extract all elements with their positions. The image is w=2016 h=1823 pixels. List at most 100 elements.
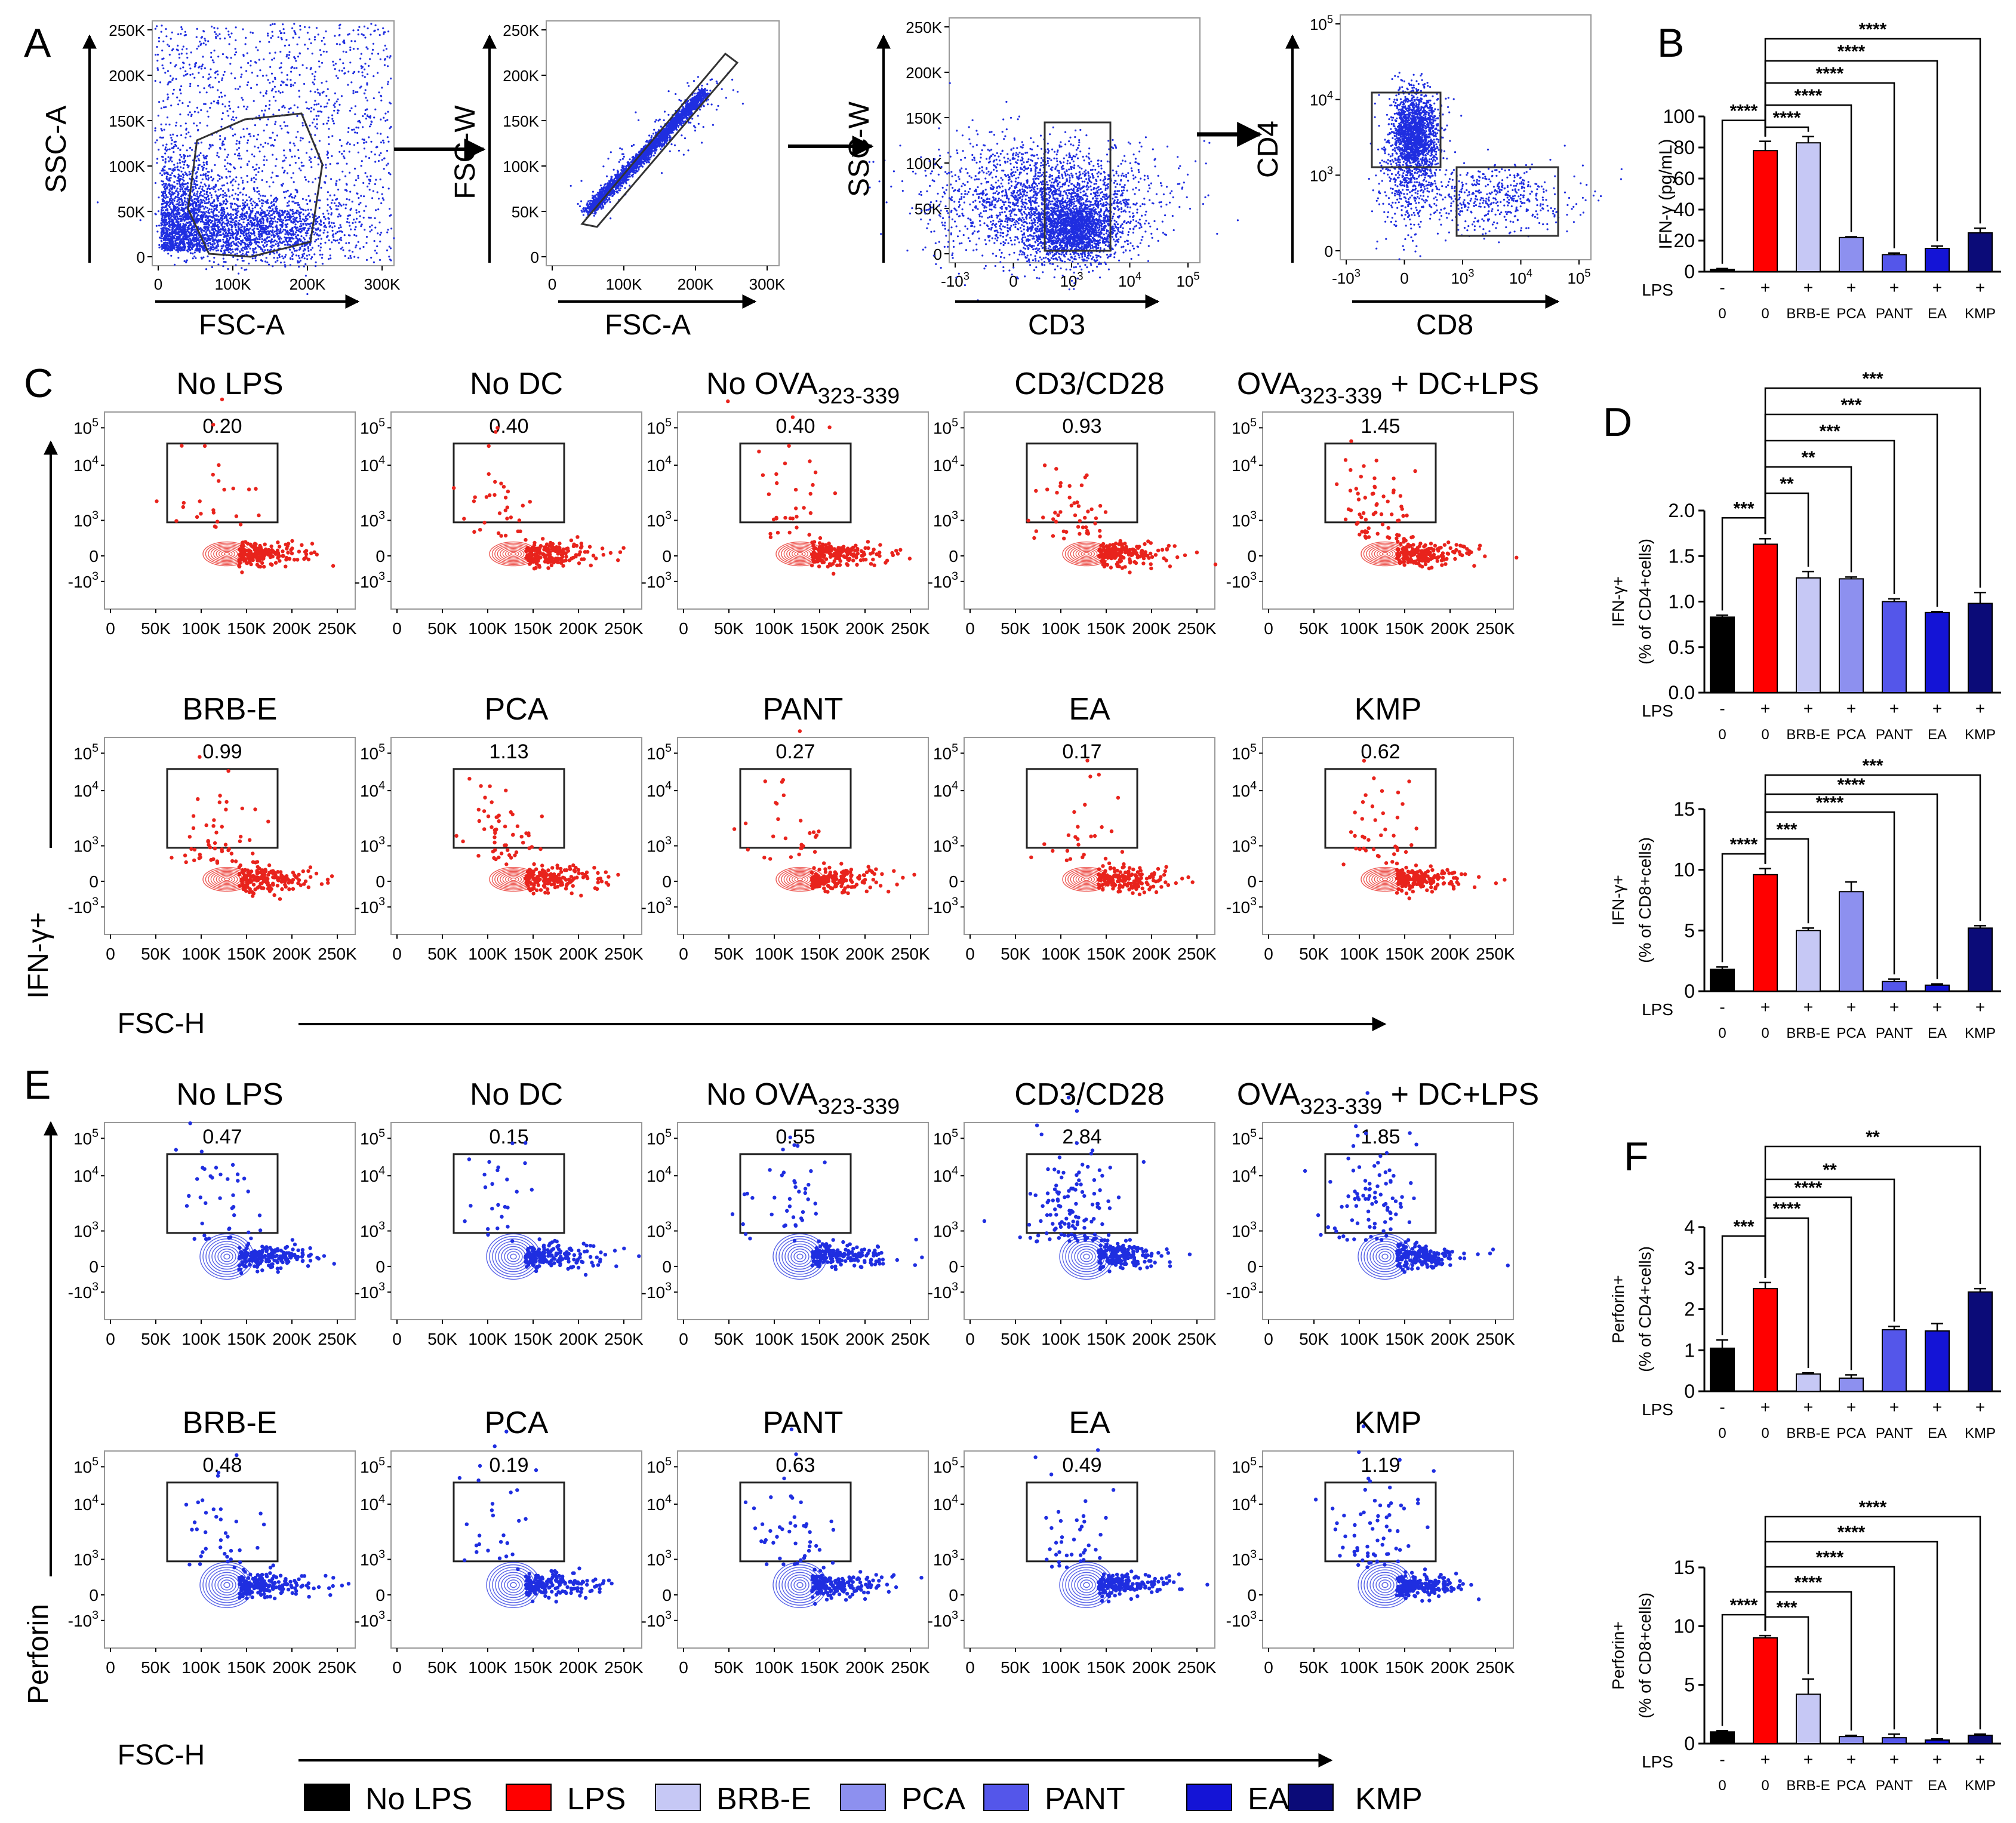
tick-label: 0 (392, 1330, 402, 1348)
tick-label: 100K (215, 275, 251, 293)
gate-box (1324, 1481, 1437, 1563)
panel_c-plot-title: No OVA323-339 (706, 367, 900, 408)
lps-row-label: LPS (1642, 281, 1673, 299)
contour-ring (784, 1243, 815, 1270)
contour-ring (218, 875, 236, 884)
plot-frame (964, 1450, 1215, 1649)
contour-ring (1378, 1251, 1392, 1262)
bar-chart-D-CD4: 0.0 0.5 1.0 1.5 2.0 IFN-γ+ (% of CD4+cells) LPS… (1609, 369, 2001, 743)
tick-label: 200K (1132, 1330, 1171, 1348)
significance-stars: **** (1730, 835, 1758, 854)
contour-ring (1375, 1577, 1395, 1593)
panel_c-plot-2: No OVA323-339 105 104 103 0 -103 0 50K 100K 150K 2… (641, 367, 930, 638)
tick-label: 100K (468, 619, 507, 638)
tick-label: 250K (906, 19, 942, 36)
bar-4 (1882, 254, 1907, 272)
contour-ring (796, 1582, 804, 1588)
category-label: BRB-E (1786, 306, 1830, 322)
tick-label: 200K (559, 1330, 598, 1348)
tick-label: 104 (1232, 1493, 1257, 1514)
tick-label: 50K (118, 203, 146, 221)
tick-label: 104 (73, 1164, 99, 1186)
contour-ring (1364, 1238, 1406, 1275)
ssc-fsc-events-points (97, 23, 395, 296)
tick-label: 0 (392, 945, 402, 963)
panel_c-plot-title: KMP (1355, 692, 1422, 727)
significance-bracket (1764, 387, 1981, 588)
gate-box (1026, 1481, 1138, 1563)
figure-label-a: A (24, 20, 51, 66)
contour-ring (510, 1253, 517, 1260)
bar-0 (1710, 1347, 1735, 1392)
contour-ring (211, 1572, 242, 1598)
bar-5 (1925, 248, 1950, 272)
tick-label: 0 (392, 1658, 402, 1677)
event-dots-points (1029, 758, 1195, 896)
legend-swatch-brb-e (655, 1784, 701, 1811)
contour-ring (1062, 1564, 1111, 1606)
gating-plot-2: 250K 200K 150K 100K 50K 00 100K 200K 300K (503, 20, 786, 293)
y-tick-label: 2.0 (1669, 500, 1695, 521)
axis-label-fsc-a: FSC-A (605, 309, 691, 341)
tick-label: 250K (604, 619, 644, 638)
tick-label: 0 (1264, 945, 1273, 963)
tick-label: 105 (360, 1455, 385, 1477)
significance-stars: **** (1859, 1498, 1887, 1517)
tick-label: -103 (941, 270, 969, 290)
significance-stars: **** (1838, 42, 1866, 62)
lps-row-value: - (1719, 278, 1725, 297)
tick-label: 103 (73, 1548, 99, 1569)
ssc-fsc-events (97, 23, 395, 296)
tick-label: 0 (106, 1330, 115, 1348)
y-tick-label: 0 (1684, 1381, 1695, 1402)
contour-ring (208, 1569, 245, 1601)
tick-label: -103 (928, 895, 958, 917)
contour-ring (1081, 876, 1092, 883)
gate-value: 0.99 (202, 740, 242, 763)
tick-label: 0 (137, 248, 145, 266)
bar-0 (1710, 269, 1735, 273)
tick-label: 103 (647, 1219, 672, 1241)
contour-ring (1065, 1567, 1108, 1603)
contour-ring (223, 1253, 230, 1260)
bar-6 (1968, 602, 1993, 693)
panel_e-plot-title: PANT (763, 1406, 844, 1440)
contour-ring (217, 1577, 236, 1593)
significance-stars: *** (1733, 499, 1754, 518)
tick-label: 50K (141, 1658, 171, 1677)
tick-label: 104 (360, 1164, 385, 1186)
tick-label: 100K (181, 1330, 221, 1348)
category-label: 0 (1718, 1778, 1726, 1794)
tick-label: 300K (364, 275, 401, 293)
contour-ring (491, 868, 535, 891)
y-tick-label: 0 (1684, 1733, 1695, 1754)
tick-label: 0 (89, 547, 99, 565)
tick-label: 50K (714, 619, 744, 638)
tick-label: 200K (559, 619, 598, 638)
lps-row-value: + (1932, 1398, 1942, 1416)
contour-ring (202, 1235, 251, 1277)
tick-label: 100K (606, 275, 642, 293)
cd3-events-points (868, 82, 1239, 302)
tick-label: 200K (503, 67, 539, 85)
gate-box (1026, 768, 1138, 849)
panel_c-plot-9: KMP 105 104 103 0 -103 0 50K 100K 150K 200K 250K 0.6… (1226, 692, 1515, 963)
density-contours (1062, 541, 1111, 567)
panel_c-plot-title: PCA (485, 692, 549, 727)
contour-ring (1375, 1249, 1395, 1265)
tick-label: 100K (468, 945, 507, 963)
contour-ring (1358, 1233, 1412, 1280)
cd3-gate (1044, 121, 1112, 252)
gate-value: 0.93 (1062, 415, 1101, 438)
tick-label: 104 (933, 779, 958, 801)
bar-4 (1882, 1737, 1907, 1745)
contour-ring (1381, 1253, 1389, 1260)
tick-label: 200K (272, 945, 312, 963)
plot-frame (964, 1122, 1215, 1320)
tick-label: 103 (73, 509, 99, 530)
tick-label: 0 (949, 1586, 958, 1604)
tick-label: 104 (1232, 779, 1257, 801)
y-tick-label: 100 (1663, 106, 1695, 127)
